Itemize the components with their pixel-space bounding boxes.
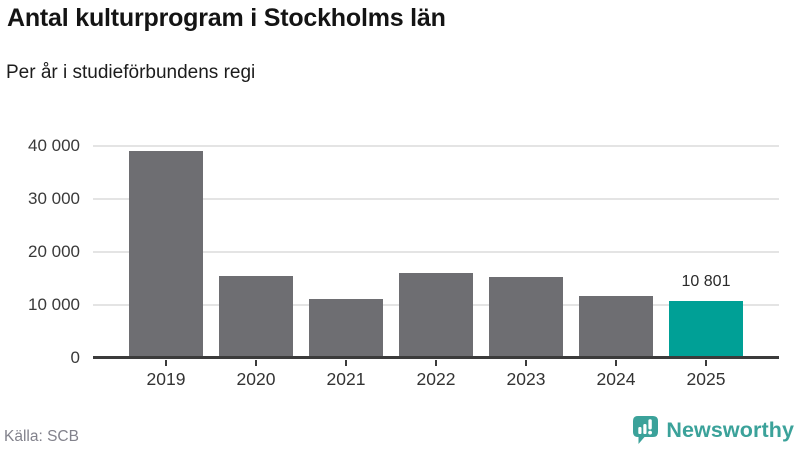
bar-2025 [669, 301, 743, 358]
x-tick-2022 [435, 360, 437, 366]
x-tick-label-2020: 2020 [236, 369, 276, 389]
x-tick-label-2025: 2025 [686, 369, 726, 389]
x-tick-label-2024: 2024 [596, 369, 636, 389]
bar-2022 [399, 273, 473, 358]
logo-bar-small [638, 427, 642, 434]
y-tick-label: 20 000 [28, 242, 80, 261]
logo-exclamation-dot [648, 430, 653, 435]
x-tick-2021 [345, 360, 347, 366]
bar-2024 [579, 296, 653, 358]
bar-2020 [219, 276, 293, 358]
bar-2021 [309, 299, 383, 358]
x-tick-label-2022: 2022 [416, 369, 456, 389]
source-label: Källa: SCB [4, 428, 79, 445]
logo-exclamation-bar [648, 419, 653, 430]
chart-subtitle: Per år i studieförbundens regi [6, 62, 256, 83]
chart-title: Antal kulturprogram i Stockholms län [7, 4, 446, 32]
x-tick-2025 [705, 360, 707, 366]
gridline-30000 [93, 198, 779, 200]
y-tick-label: 10 000 [28, 295, 80, 314]
x-tick-label-2021: 2021 [326, 369, 366, 389]
newsworthy-wordmark: Newsworthy [666, 417, 794, 442]
x-tick-label-2023: 2023 [506, 369, 546, 389]
x-tick-2020 [255, 360, 257, 366]
bar-2019 [129, 151, 203, 358]
gridline-20000 [93, 251, 779, 253]
gridline-40000 [93, 145, 779, 147]
x-tick-label-2019: 2019 [146, 369, 186, 389]
newsworthy-logo: Newsworthy [632, 414, 794, 446]
highlight-value-label: 10 801 [681, 273, 731, 290]
y-tick-label: 40 000 [28, 136, 80, 155]
y-tick-label: 0 [70, 348, 80, 367]
x-tick-2019 [165, 360, 167, 366]
x-tick-2023 [525, 360, 527, 366]
y-axis-labels: 0 10 000 20 000 30 000 40 000 [0, 136, 80, 367]
bar-2023 [489, 277, 563, 358]
x-axis-line [93, 356, 779, 359]
logo-bar-medium [643, 424, 647, 434]
y-tick-label: 30 000 [28, 189, 80, 208]
x-tick-2024 [615, 360, 617, 366]
plot-area: 2019 2020 2021 2022 2023 2024 2025 10 801 [93, 145, 779, 389]
newsworthy-logo-icon [633, 416, 659, 444]
